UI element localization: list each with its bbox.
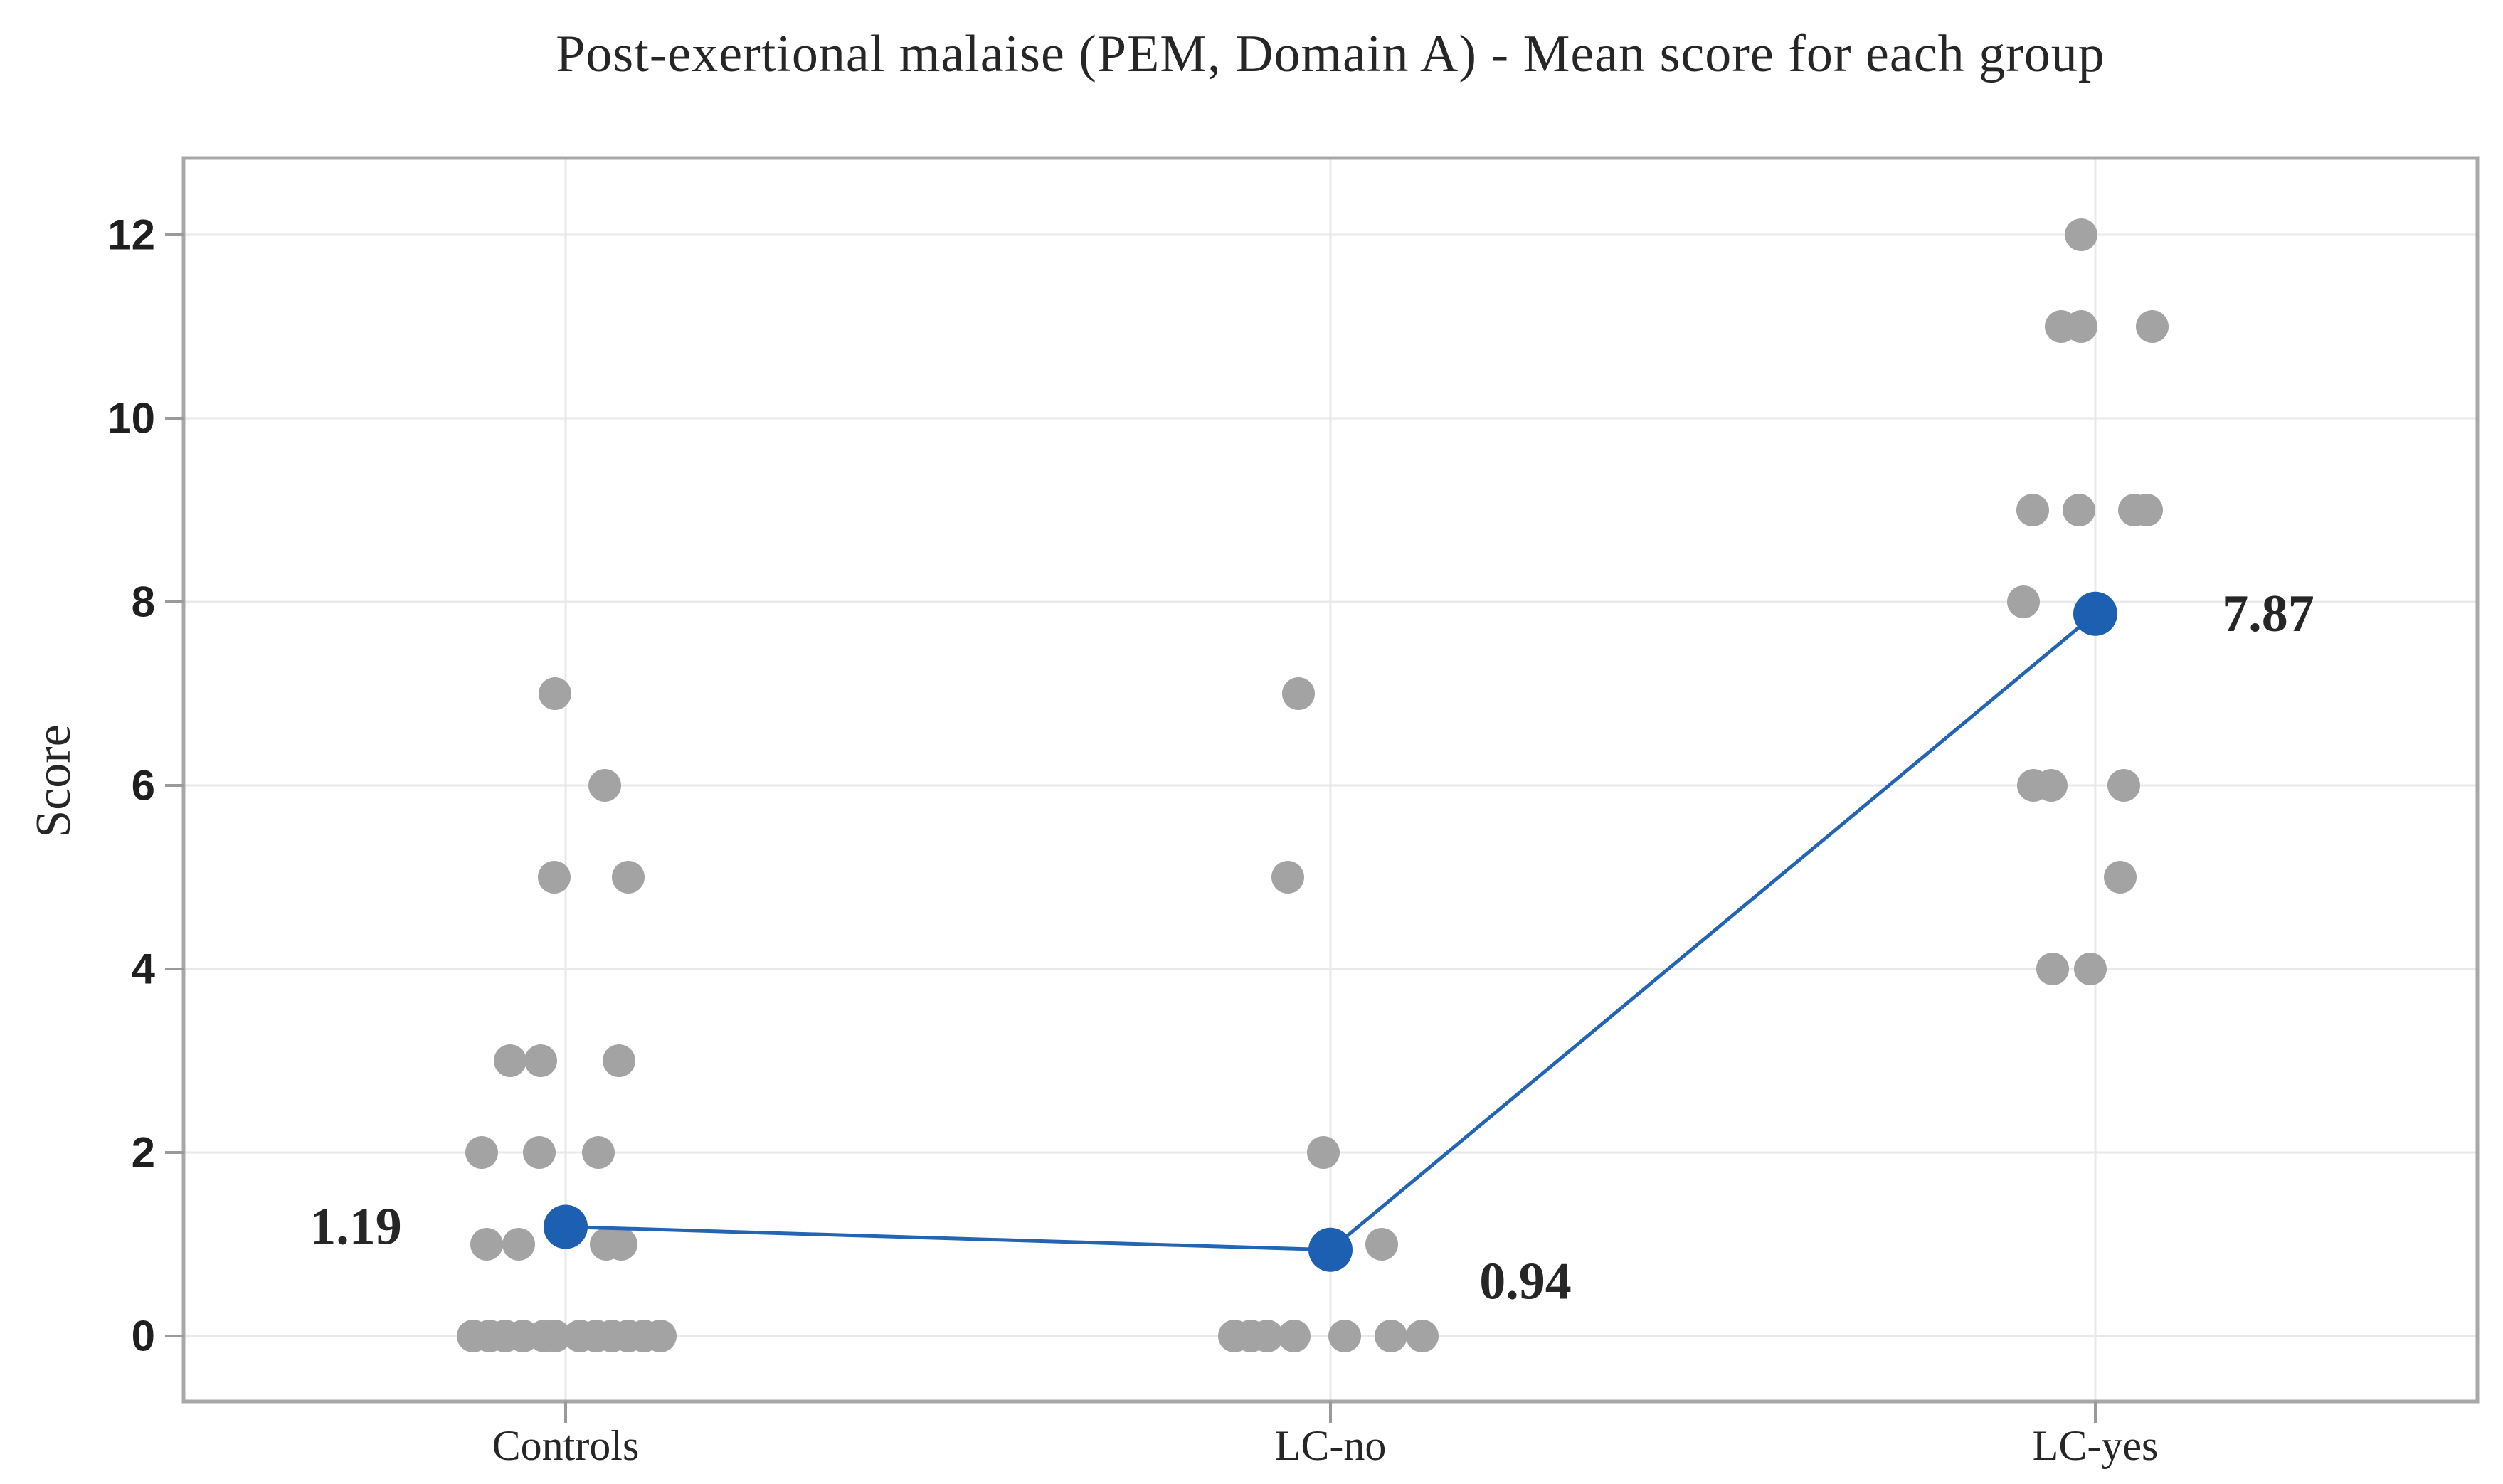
data-point xyxy=(1406,1320,1439,1352)
data-point xyxy=(2016,494,2049,526)
data-point xyxy=(644,1320,677,1352)
data-point xyxy=(523,1136,556,1169)
data-point xyxy=(2136,310,2169,343)
x-axis-label: LC-no xyxy=(1275,1422,1387,1469)
data-point xyxy=(539,677,571,710)
y-axis-title: Score xyxy=(26,724,81,838)
y-tick-label: 12 xyxy=(107,211,155,259)
data-point xyxy=(494,1044,526,1077)
mean-value-label: 1.19 xyxy=(309,1197,402,1256)
mean-point xyxy=(544,1204,588,1249)
data-point xyxy=(2063,494,2095,526)
data-point xyxy=(1251,1320,1284,1352)
mean-point xyxy=(2073,591,2117,636)
y-tick-label: 4 xyxy=(132,945,156,993)
data-point xyxy=(2074,953,2107,985)
data-point xyxy=(1328,1320,1361,1352)
data-point xyxy=(465,1136,498,1169)
y-tick-label: 0 xyxy=(132,1313,155,1360)
data-point xyxy=(1278,1320,1311,1352)
data-point xyxy=(1375,1320,1407,1352)
data-point xyxy=(2130,494,2163,526)
chart-title: Post-exertional malaise (PEM, Domain A) … xyxy=(556,25,2105,83)
data-point xyxy=(588,769,621,802)
data-point xyxy=(2104,861,2137,894)
data-point xyxy=(612,861,645,894)
data-point xyxy=(539,1320,571,1352)
x-axis-label: Controls xyxy=(492,1422,640,1469)
y-tick-label: 8 xyxy=(132,578,155,626)
data-point xyxy=(1271,861,1304,894)
data-point xyxy=(1307,1136,1340,1169)
data-point xyxy=(2107,769,2140,802)
mean-point xyxy=(1308,1227,1353,1272)
x-axis-label: LC-yes xyxy=(2033,1422,2159,1469)
data-point xyxy=(2035,769,2068,802)
mean-value-label: 7.87 xyxy=(2222,585,2314,643)
data-point xyxy=(524,1044,557,1077)
data-point xyxy=(582,1136,615,1169)
data-point xyxy=(502,1228,535,1261)
data-point xyxy=(1365,1228,1398,1261)
y-tick-label: 10 xyxy=(107,395,155,442)
data-point xyxy=(1282,677,1315,710)
data-point xyxy=(603,1044,635,1077)
data-point xyxy=(2036,953,2069,985)
data-point xyxy=(2065,218,2097,251)
mean-value-label: 0.94 xyxy=(1479,1253,1572,1311)
y-tick-label: 6 xyxy=(132,762,155,810)
data-point xyxy=(538,861,571,894)
data-point xyxy=(605,1228,637,1261)
data-point xyxy=(470,1228,503,1261)
data-point xyxy=(2065,310,2097,343)
data-point xyxy=(2007,585,2040,618)
y-tick-label: 2 xyxy=(132,1129,155,1177)
